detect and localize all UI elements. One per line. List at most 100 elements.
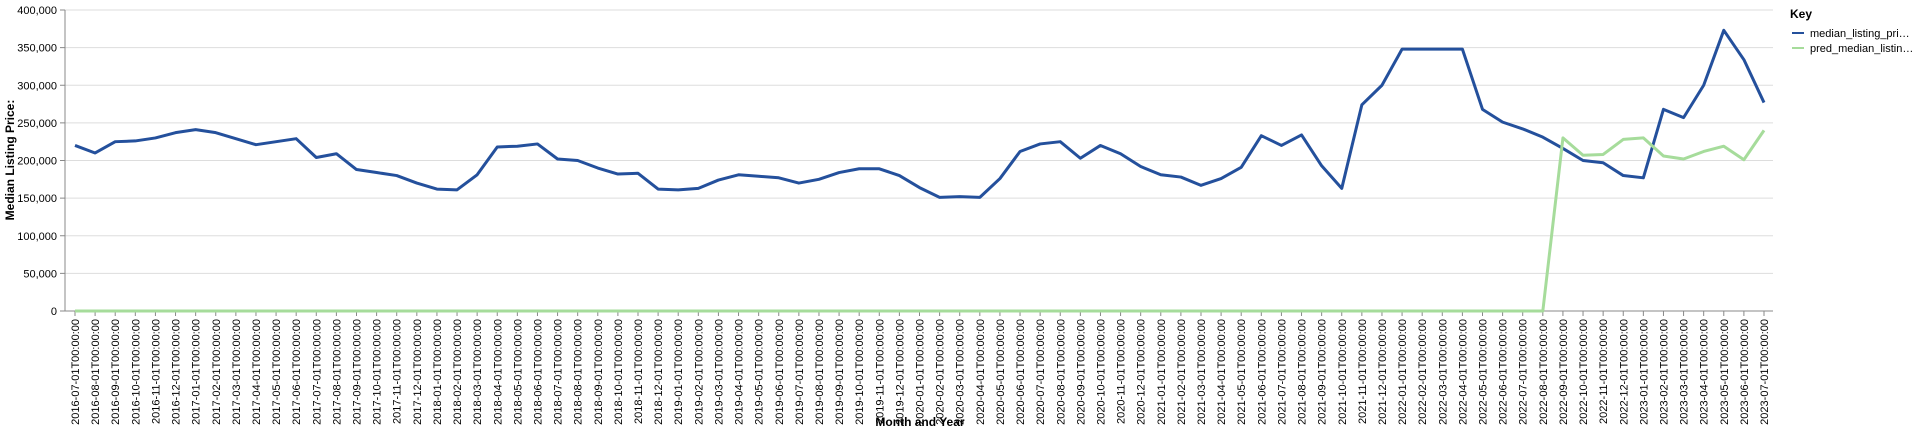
y-tick-label: 400,000	[17, 5, 57, 17]
x-tick-label: 2018-04-01T00:00:00	[492, 319, 504, 425]
x-tick-label: 2018-07-01T00:00:00	[553, 319, 565, 425]
x-tick-label: 2017-05-01T00:00:00	[271, 319, 283, 425]
x-tick-label: 2017-08-01T00:00:00	[331, 319, 343, 425]
x-tick-label: 2023-01-01T00:00:00	[1638, 319, 1650, 425]
x-tick-label: 2020-07-01T00:00:00	[1035, 319, 1047, 425]
x-tick-label: 2017-10-01T00:00:00	[372, 319, 384, 425]
x-tick-label: 2022-11-01T00:00:00	[1598, 319, 1610, 424]
x-tick-label: 2019-08-01T00:00:00	[814, 319, 826, 425]
line-series	[75, 129, 1766, 313]
x-tick-label: 2022-05-01T00:00:00	[1478, 319, 1490, 425]
x-tick-label: 2017-07-01T00:00:00	[311, 319, 323, 425]
x-tick-label: 2019-01-01T00:00:00	[673, 319, 685, 425]
line-series	[74, 28, 1766, 199]
y-axis-title: Median Listing Price:	[3, 100, 17, 221]
x-tick-label: 2019-10-01T00:00:00	[854, 319, 866, 425]
x-tick-label: 2021-05-01T00:00:00	[1236, 319, 1248, 425]
x-tick-label: 2017-09-01T00:00:00	[352, 319, 364, 425]
x-tick-label: 2018-01-01T00:00:00	[432, 319, 444, 425]
x-tick-label: 2018-05-01T00:00:00	[512, 319, 524, 425]
x-tick-label: 2022-04-01T00:00:00	[1457, 319, 1469, 425]
x-tick-label: 2016-10-01T00:00:00	[130, 319, 142, 425]
x-tick-label: 2022-06-01T00:00:00	[1498, 319, 1510, 425]
x-tick-label: 2020-01-01T00:00:00	[915, 319, 927, 425]
x-tick-label: 2018-03-01T00:00:00	[472, 319, 484, 425]
x-tick-label: 2019-03-01T00:00:00	[713, 319, 725, 425]
x-tick-label: 2020-12-01T00:00:00	[1136, 319, 1148, 425]
x-tick-label: 2021-07-01T00:00:00	[1276, 319, 1288, 425]
x-tick-label: 2022-12-01T00:00:00	[1618, 319, 1630, 425]
x-tick-label: 2021-03-01T00:00:00	[1196, 319, 1208, 425]
x-tick-label: 2017-02-01T00:00:00	[211, 319, 223, 425]
y-tick-label: 0	[51, 306, 57, 318]
x-tick-label: 2017-04-01T00:00:00	[251, 319, 263, 425]
x-tick-label: 2017-12-01T00:00:00	[412, 319, 424, 425]
x-tick-label: 2020-11-01T00:00:00	[1116, 319, 1128, 424]
x-tick-label: 2016-09-01T00:00:00	[110, 319, 122, 425]
x-tick-label: 2022-07-01T00:00:00	[1518, 319, 1530, 425]
x-tick-label: 2019-06-01T00:00:00	[774, 319, 786, 425]
x-tick-label: 2021-09-01T00:00:00	[1317, 319, 1329, 425]
x-tick-label: 2019-12-01T00:00:00	[894, 319, 906, 425]
x-tick-label: 2018-02-01T00:00:00	[452, 319, 464, 425]
y-tick-label: 200,000	[17, 156, 57, 168]
x-tick-label: 2018-08-01T00:00:00	[573, 319, 585, 425]
x-tick-label: 2020-04-01T00:00:00	[975, 319, 987, 425]
y-tick-label: 100,000	[17, 231, 57, 243]
x-tick-label: 2020-09-01T00:00:00	[1075, 319, 1087, 425]
x-tick-label: 2020-05-01T00:00:00	[995, 319, 1007, 425]
x-tick-label: 2023-04-01T00:00:00	[1699, 319, 1711, 425]
x-tick-label: 2021-11-01T00:00:00	[1357, 319, 1369, 424]
x-tick-label: 2022-09-01T00:00:00	[1558, 319, 1570, 425]
x-tick-label: 2022-10-01T00:00:00	[1578, 319, 1590, 425]
x-tick-label: 2021-04-01T00:00:00	[1216, 319, 1228, 425]
x-tick-label: 2016-08-01T00:00:00	[90, 319, 102, 425]
x-tick-label: 2017-01-01T00:00:00	[191, 319, 203, 425]
x-tick-label: 2018-11-01T00:00:00	[633, 319, 645, 424]
x-tick-label: 2020-08-01T00:00:00	[1055, 319, 1067, 425]
x-tick-label: 2023-02-01T00:00:00	[1658, 319, 1670, 425]
x-tick-label: 2019-09-01T00:00:00	[834, 319, 846, 425]
x-tick-label: 2021-12-01T00:00:00	[1377, 319, 1389, 425]
x-tick-label: 2022-03-01T00:00:00	[1437, 319, 1449, 425]
x-tick-label: 2020-02-01T00:00:00	[935, 319, 947, 425]
x-tick-label: 2020-10-01T00:00:00	[1095, 319, 1107, 425]
x-tick-label: 2020-06-01T00:00:00	[1015, 319, 1027, 425]
x-tick-label: 2021-02-01T00:00:00	[1176, 319, 1188, 425]
x-tick-label: 2023-05-01T00:00:00	[1719, 319, 1731, 425]
y-tick-label: 350,000	[17, 43, 57, 55]
x-tick-label: 2022-01-01T00:00:00	[1397, 319, 1409, 425]
x-tick-label: 2020-03-01T00:00:00	[955, 319, 967, 425]
x-tick-label: 2019-07-01T00:00:00	[794, 319, 806, 425]
x-tick-label: 2016-12-01T00:00:00	[171, 319, 183, 425]
x-tick-label: 2017-06-01T00:00:00	[291, 319, 303, 425]
x-tick-label: 2023-03-01T00:00:00	[1679, 319, 1691, 425]
x-tick-label: 2016-11-01T00:00:00	[150, 319, 162, 424]
legend-label: median_listing_pri…	[1810, 28, 1910, 40]
x-tick-label: 2018-06-01T00:00:00	[532, 319, 544, 425]
x-tick-label: 2017-11-01T00:00:00	[392, 319, 404, 424]
x-tick-label: 2021-08-01T00:00:00	[1297, 319, 1309, 425]
x-tick-label: 2019-04-01T00:00:00	[734, 319, 746, 425]
x-tick-label: 2021-06-01T00:00:00	[1256, 319, 1268, 425]
x-tick-label: 2016-07-01T00:00:00	[70, 319, 82, 425]
x-tick-label: 2018-12-01T00:00:00	[653, 319, 665, 425]
legend-title: Key	[1790, 7, 1812, 21]
x-tick-label: 2019-02-01T00:00:00	[693, 319, 705, 425]
x-tick-label: 2018-10-01T00:00:00	[613, 319, 625, 425]
y-tick-label: 50,000	[23, 268, 57, 280]
x-tick-label: 2023-06-01T00:00:00	[1739, 319, 1751, 425]
x-tick-label: 2021-10-01T00:00:00	[1337, 319, 1349, 425]
y-tick-label: 150,000	[17, 193, 57, 205]
x-axis-title: Month and Year	[875, 415, 964, 429]
y-tick-label: 250,000	[17, 118, 57, 130]
x-tick-label: 2021-01-01T00:00:00	[1156, 319, 1168, 425]
x-tick-label: 2022-08-01T00:00:00	[1538, 319, 1550, 425]
x-tick-label: 2019-11-01T00:00:00	[874, 319, 886, 424]
x-tick-label: 2022-02-01T00:00:00	[1417, 319, 1429, 425]
legend-label: pred_median_listin…	[1810, 43, 1913, 55]
x-tick-label: 2019-05-01T00:00:00	[754, 319, 766, 425]
y-tick-label: 300,000	[17, 80, 57, 92]
x-tick-label: 2018-09-01T00:00:00	[593, 319, 605, 425]
